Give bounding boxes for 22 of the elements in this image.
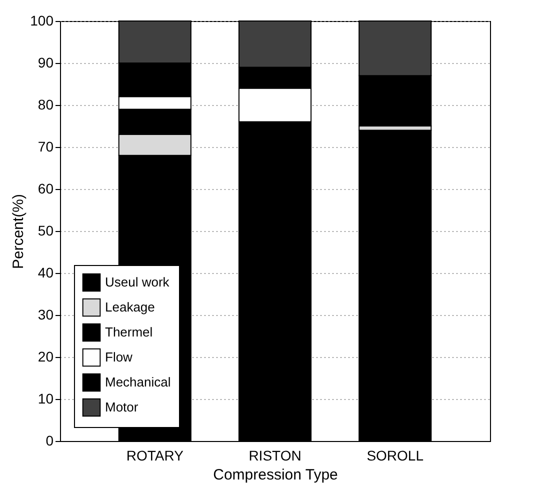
y-axis-title: Percent(%) bbox=[10, 194, 28, 270]
y-tick-label: 100 bbox=[30, 12, 54, 28]
y-tick-label: 60 bbox=[38, 180, 54, 196]
x-tick-label: SOROLL bbox=[366, 448, 424, 464]
y-tick-label: 10 bbox=[38, 390, 54, 406]
x-tick-label: ROTARY bbox=[126, 448, 184, 464]
y-tick-label: 30 bbox=[38, 306, 54, 322]
legend-label: Thermel bbox=[105, 324, 153, 340]
y-tick-label: 40 bbox=[38, 264, 54, 280]
y-tick-label: 0 bbox=[46, 432, 54, 448]
x-axis-title: Compression Type bbox=[213, 466, 338, 484]
legend-label: Leakage bbox=[105, 300, 155, 314]
y-tick-label: 90 bbox=[38, 54, 54, 70]
legend-label: Motor bbox=[105, 400, 139, 414]
legend-label: Useul work bbox=[105, 274, 170, 290]
y-tick-label: 50 bbox=[38, 222, 54, 238]
legend-label: Flow bbox=[105, 350, 134, 364]
x-tick-label: RISTON bbox=[248, 448, 302, 464]
y-tick-label: 20 bbox=[38, 348, 54, 364]
legend-label: Mechanical bbox=[105, 374, 171, 390]
y-tick-label: 80 bbox=[38, 96, 54, 112]
y-tick-label: 70 bbox=[38, 138, 54, 154]
